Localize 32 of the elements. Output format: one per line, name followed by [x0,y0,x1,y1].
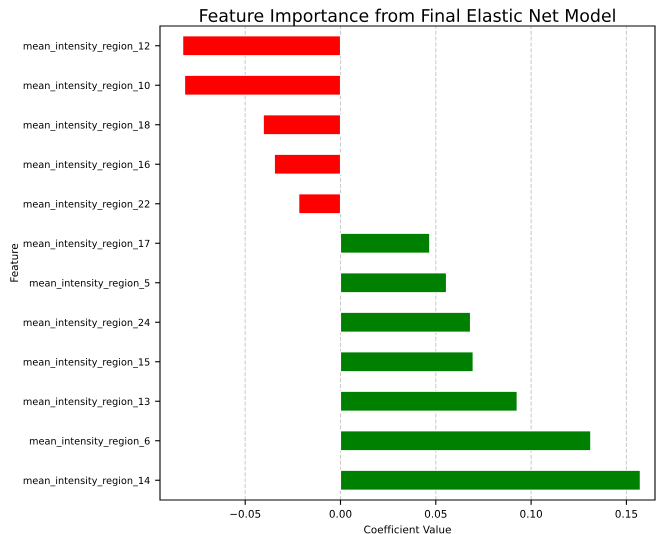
bar [340,470,641,491]
y-axis-title: Feature [10,244,18,282]
bar [340,232,430,254]
y-tick-label: mean_intensity_region_12 [24,42,150,52]
y-tick-label: mean_intensity_region_18 [24,121,150,131]
y-tick-label: mean_intensity_region_16 [24,160,150,170]
bar [340,351,474,372]
y-tick-label: mean_intensity_region_22 [24,200,150,210]
x-tick-label: 0.10 [520,510,542,518]
bar [340,390,518,412]
bar [182,35,342,56]
y-tick-label: mean_intensity_region_13 [24,398,150,408]
y-tick-label: mean_intensity_region_14 [24,476,150,486]
y-tick-label: mean_intensity_region_5 [30,279,150,289]
bar [340,272,448,294]
x-tick-label: 0.15 [616,510,638,518]
x-tick-label: −0.05 [230,510,260,518]
x-tick-label: 0.00 [330,510,352,518]
y-tick-label: mean_intensity_region_6 [30,437,150,447]
y-tick-label: mean_intensity_region_10 [24,82,150,92]
bar [298,193,342,214]
bar [262,114,342,136]
bar [274,154,342,175]
x-tick-label: 0.05 [424,510,446,518]
y-tick-label: mean_intensity_region_15 [24,358,150,368]
y-tick-label: mean_intensity_region_17 [24,240,150,250]
x-axis-title: Coefficient Value [364,525,451,534]
bar [340,430,592,452]
bar [184,74,342,96]
chart-title: Feature Importance from Final Elastic Net Model [200,8,615,26]
y-tick-label: mean_intensity_region_24 [24,318,150,328]
bar [340,312,472,333]
